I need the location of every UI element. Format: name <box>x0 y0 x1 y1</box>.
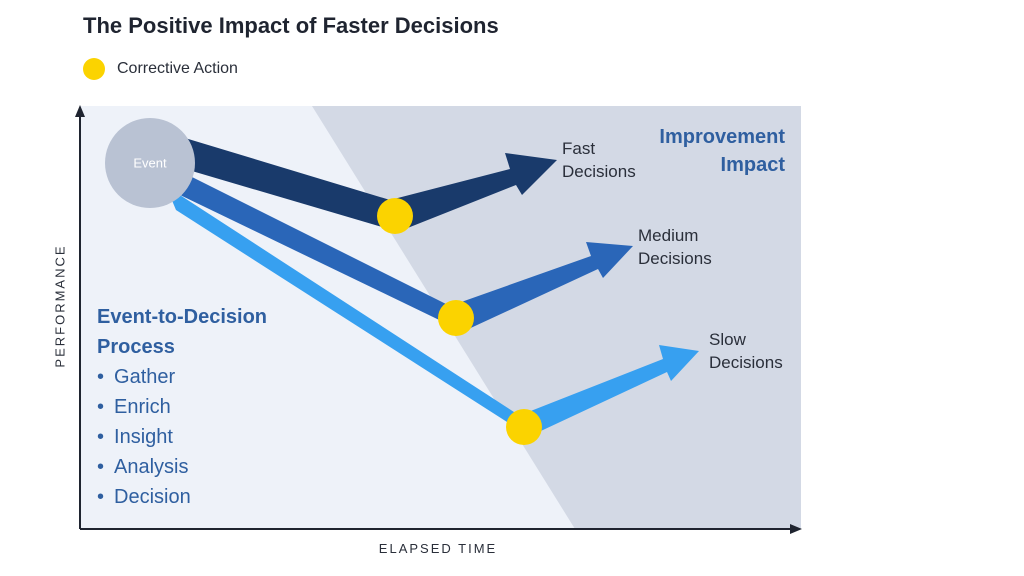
y-axis-label: PERFORMANCE <box>52 244 68 368</box>
x-axis-arrowhead-icon <box>790 524 802 534</box>
medium-decisions-arrow <box>450 242 633 332</box>
improvement-impact-label: Improvement Impact <box>659 126 785 176</box>
medium-decisions-label: Medium Decisions <box>638 226 712 268</box>
legend: Corrective Action <box>83 58 238 80</box>
event-node <box>105 118 195 208</box>
process-step: Insight <box>97 422 191 452</box>
medium-corrective-action-dot-icon <box>438 300 474 336</box>
diagram-title: The Positive Impact of Faster Decisions <box>83 13 499 38</box>
y-axis-arrowhead-icon <box>75 105 85 117</box>
slow-corrective-action-dot-icon <box>506 409 542 445</box>
corrective-action-dot-icon <box>83 58 105 80</box>
slow-decline-path <box>166 186 532 438</box>
fast-corrective-action-dot-icon <box>377 198 413 234</box>
process-steps-list: Gather Enrich Insight Analysis Decision <box>97 362 191 512</box>
process-step: Gather <box>97 362 191 392</box>
fast-decisions-label: Fast Decisions <box>562 139 636 181</box>
medium-decline-path <box>178 170 462 331</box>
slow-decisions-label: Slow Decisions <box>709 330 783 372</box>
process-step: Decision <box>97 482 191 512</box>
fast-decisions-arrow <box>390 153 557 231</box>
process-step: Analysis <box>97 452 191 482</box>
x-axis-label: ELAPSED TIME <box>378 541 498 556</box>
slow-decisions-arrow <box>518 345 699 437</box>
event-label: Event <box>133 155 167 171</box>
process-title: Event-to-Decision Process <box>97 306 268 358</box>
process-step: Enrich <box>97 392 191 422</box>
legend-label: Corrective Action <box>117 60 238 77</box>
fast-decline-path <box>175 138 392 230</box>
